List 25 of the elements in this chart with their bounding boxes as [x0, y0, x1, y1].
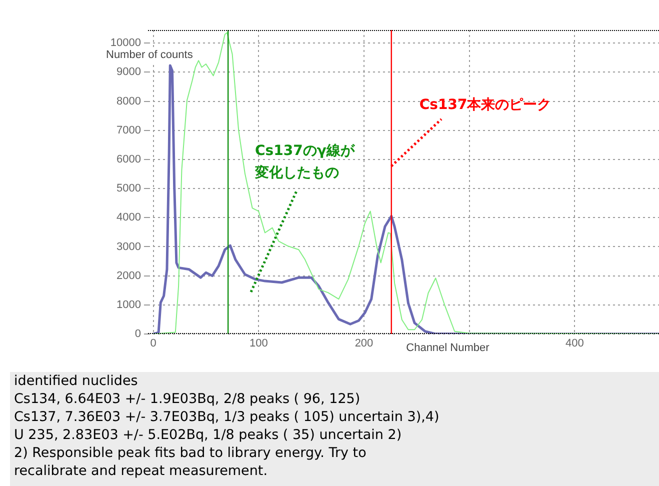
y-tick-label: 3000 — [116, 240, 141, 253]
y-tick-label: 1000 — [116, 298, 141, 311]
y-tick-label: 0 — [134, 328, 141, 340]
x-tick-label: 400 — [566, 338, 584, 350]
text: 2) Responsible peak fits bad to library energy. Try to — [14, 444, 368, 462]
text: Cs134, 6.64E03 +/- 1.9E03Bq, 2/8 peaks ( 96, 125) — [14, 390, 362, 408]
x-tick-label: 0 — [150, 338, 156, 350]
text: U 235, 2.83E03 +/- 5.E02Bq, 1/8 peaks ( 35) uncertain 2) — [14, 426, 403, 444]
text: Cs137, 7.36E03 +/- 3.7E03Bq, 1/3 peaks ( 105) uncertain 3),4) — [14, 408, 440, 426]
y-tick-label: 2000 — [116, 270, 141, 282]
y-tick-label: 5000 — [116, 182, 141, 195]
x-axis-title: Channel Number — [406, 342, 490, 354]
y-tick-label: 8000 — [116, 95, 141, 108]
y-tick-label: 4000 — [116, 212, 141, 224]
y-axis-title: Number of counts — [106, 49, 194, 62]
y-tick-label: 7000 — [116, 124, 141, 136]
y-tick-label: 6000 — [116, 153, 141, 166]
text: recalibrate and repeat measurement. — [14, 462, 268, 480]
text: identified nuclides — [14, 372, 139, 390]
annotation: Cs137のγ線が変化したもの — [255, 142, 356, 183]
x-tick-label: 100 — [249, 338, 268, 350]
x-tick-label: 200 — [354, 338, 374, 350]
annotation: Cs137本来のピーク — [419, 96, 552, 116]
y-tick-label: 10000 — [110, 37, 141, 50]
y-tick-label: 9000 — [116, 66, 141, 78]
